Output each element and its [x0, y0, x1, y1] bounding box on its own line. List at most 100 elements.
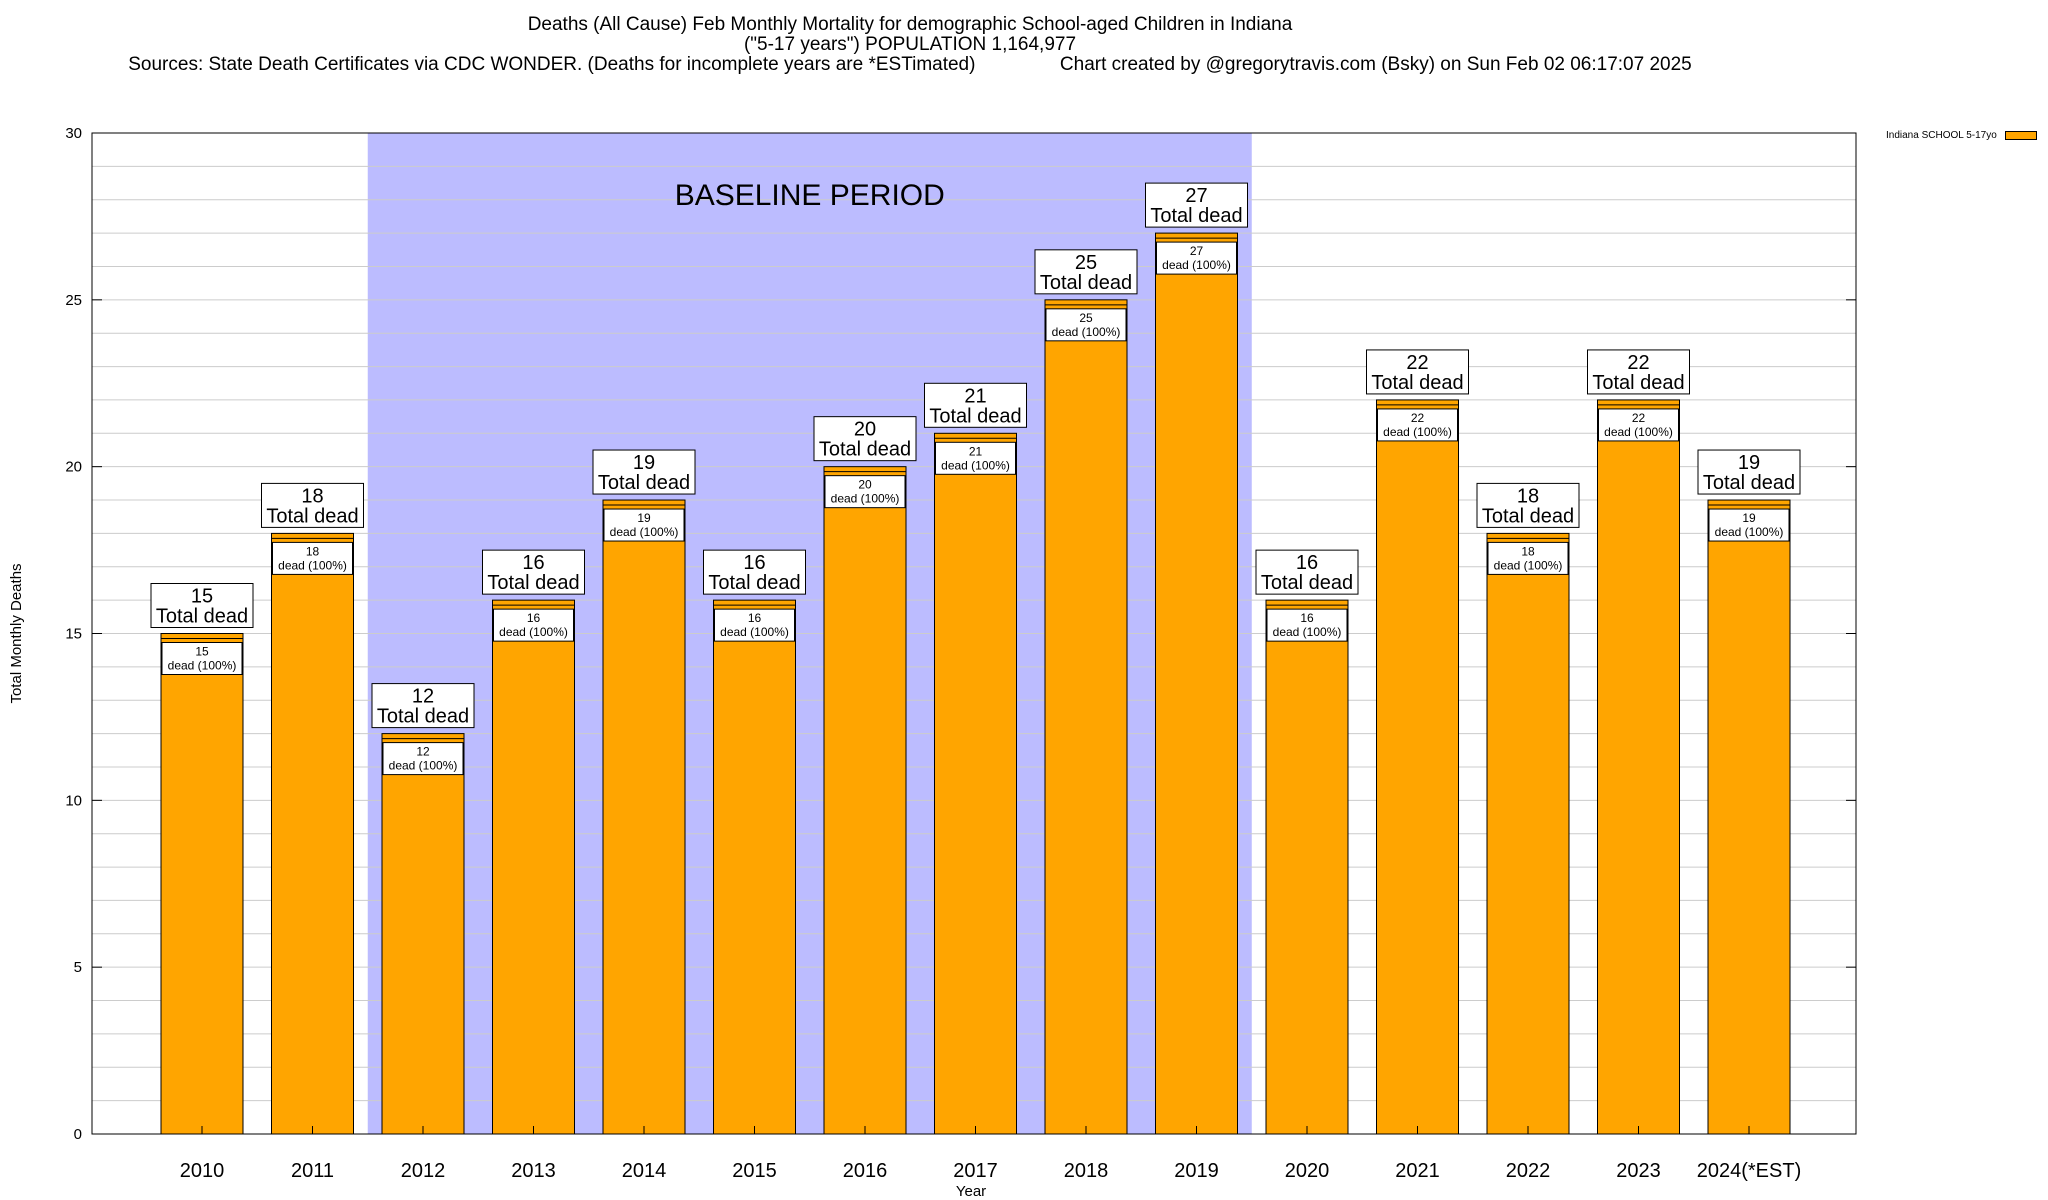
- top-label-box: [1587, 349, 1690, 395]
- inner-label-value: 19: [1742, 511, 1756, 525]
- bar: [823, 466, 907, 1135]
- top-label-value: 19: [633, 452, 655, 474]
- top-label-text: Total dead: [1150, 205, 1242, 227]
- bar: [1707, 499, 1791, 1135]
- x-tick-label: 2019: [1174, 1160, 1219, 1182]
- inner-label-text: dead (100%): [1273, 625, 1342, 639]
- inner-label-value: 12: [416, 745, 430, 759]
- x-tick-label: 2022: [1506, 1160, 1551, 1182]
- bar: [381, 733, 465, 1135]
- y-tick-label: 20: [65, 459, 82, 476]
- bar: [713, 599, 796, 1135]
- inner-label-text: dead (100%): [941, 458, 1010, 472]
- top-label-value: 27: [1185, 185, 1207, 207]
- top-label-text: Total dead: [1261, 572, 1353, 594]
- top-label-value: 18: [1517, 485, 1539, 507]
- inner-label-text: dead (100%): [1052, 325, 1121, 339]
- x-tick-label: 2020: [1285, 1160, 1330, 1182]
- inner-label-value: 27: [1190, 244, 1204, 258]
- top-label-box: [261, 482, 364, 528]
- legend-swatch: [2004, 130, 2037, 140]
- top-label-value: 16: [522, 552, 544, 574]
- top-label-text: Total dead: [708, 572, 800, 594]
- x-tick-label: 2014: [622, 1160, 667, 1182]
- inner-label-value: 16: [748, 611, 762, 625]
- top-label-text: Total dead: [819, 439, 911, 461]
- bar: [1486, 532, 1570, 1135]
- inner-label-text: dead (100%): [1162, 258, 1231, 272]
- inner-label-text: dead (100%): [1494, 558, 1563, 572]
- top-label-box: [1366, 349, 1469, 395]
- inner-label-box: [272, 541, 353, 575]
- x-tick-label: 2011: [291, 1160, 334, 1182]
- top-label-text: Total dead: [156, 606, 248, 628]
- y-axis-label: Total Monthly Deaths: [8, 563, 25, 703]
- inner-label-box: [1156, 241, 1237, 275]
- inner-label-box: [1377, 408, 1458, 442]
- inner-label-box: [1266, 608, 1348, 642]
- top-label-value: 16: [1296, 552, 1318, 574]
- baseline-label: BASELINE PERIOD: [675, 179, 945, 212]
- top-label-box: [924, 382, 1027, 428]
- y-tick-label: 15: [65, 626, 82, 643]
- top-label-text: Total dead: [929, 405, 1021, 427]
- bar: [1044, 299, 1128, 1135]
- bar: [1376, 399, 1459, 1135]
- top-label-value: 16: [743, 552, 765, 574]
- top-label-text: Total dead: [377, 706, 469, 728]
- top-label-box: [1697, 449, 1801, 495]
- x-tick-label: 2023: [1616, 1160, 1661, 1182]
- top-label-value: 21: [964, 385, 986, 407]
- inner-label-box: [161, 642, 243, 675]
- inner-label-text: dead (100%): [278, 558, 347, 572]
- bar: [1265, 599, 1349, 1135]
- inner-label-text: dead (100%): [389, 759, 458, 773]
- y-tick-label: 0: [74, 1126, 82, 1143]
- bar: [1597, 399, 1680, 1135]
- top-label-box: [1255, 549, 1359, 595]
- top-label-value: 20: [854, 419, 876, 441]
- x-tick-label: 2010: [180, 1160, 225, 1182]
- x-tick-label: 2012: [401, 1160, 446, 1182]
- top-label-text: Total dead: [266, 505, 358, 527]
- inner-label-value: 15: [195, 645, 209, 659]
- y-tick-label: 5: [74, 959, 82, 976]
- inner-label-text: dead (100%): [499, 625, 568, 639]
- inner-label-value: 19: [637, 511, 651, 525]
- inner-label-box: [1598, 408, 1679, 442]
- bar: [602, 499, 686, 1135]
- top-label-text: Total dead: [598, 472, 690, 494]
- inner-label-value: 18: [1521, 544, 1535, 558]
- legend-label: Indiana SCHOOL 5-17yo: [1886, 130, 1997, 141]
- inner-label-text: dead (100%): [1715, 525, 1784, 539]
- bar: [492, 599, 575, 1135]
- inner-label-value: 18: [306, 544, 320, 558]
- top-label-box: [592, 449, 696, 495]
- inner-label-box: [493, 608, 574, 642]
- top-label-value: 12: [412, 686, 434, 708]
- top-label-text: Total dead: [487, 572, 579, 594]
- top-label-text: Total dead: [1482, 505, 1574, 527]
- x-tick-label: 2015: [732, 1160, 777, 1182]
- inner-label-text: dead (100%): [1604, 425, 1673, 439]
- top-label-value: 22: [1406, 352, 1428, 374]
- inner-label-value: 16: [527, 611, 541, 625]
- top-label-box: [371, 683, 475, 729]
- bar: [271, 532, 354, 1135]
- y-tick-label: 10: [65, 792, 82, 809]
- x-tick-label: 2016: [843, 1160, 888, 1182]
- x-tick-label: 2021: [1395, 1160, 1440, 1182]
- inner-label-value: 25: [1079, 311, 1093, 325]
- inner-label-value: 22: [1411, 411, 1425, 425]
- chart-subtitle: ("5-17 years") POPULATION 1,164,977: [743, 34, 1077, 55]
- bar: [1155, 232, 1238, 1135]
- inner-label-value: 21: [969, 444, 983, 458]
- inner-label-box: [714, 608, 795, 642]
- inner-label-value: 22: [1632, 411, 1646, 425]
- top-label-text: Total dead: [1703, 472, 1795, 494]
- inner-label-box: [603, 508, 685, 542]
- top-label-box: [1476, 482, 1580, 528]
- x-tick-label: 2024(*EST): [1697, 1160, 1802, 1182]
- top-label-box: [1034, 249, 1138, 295]
